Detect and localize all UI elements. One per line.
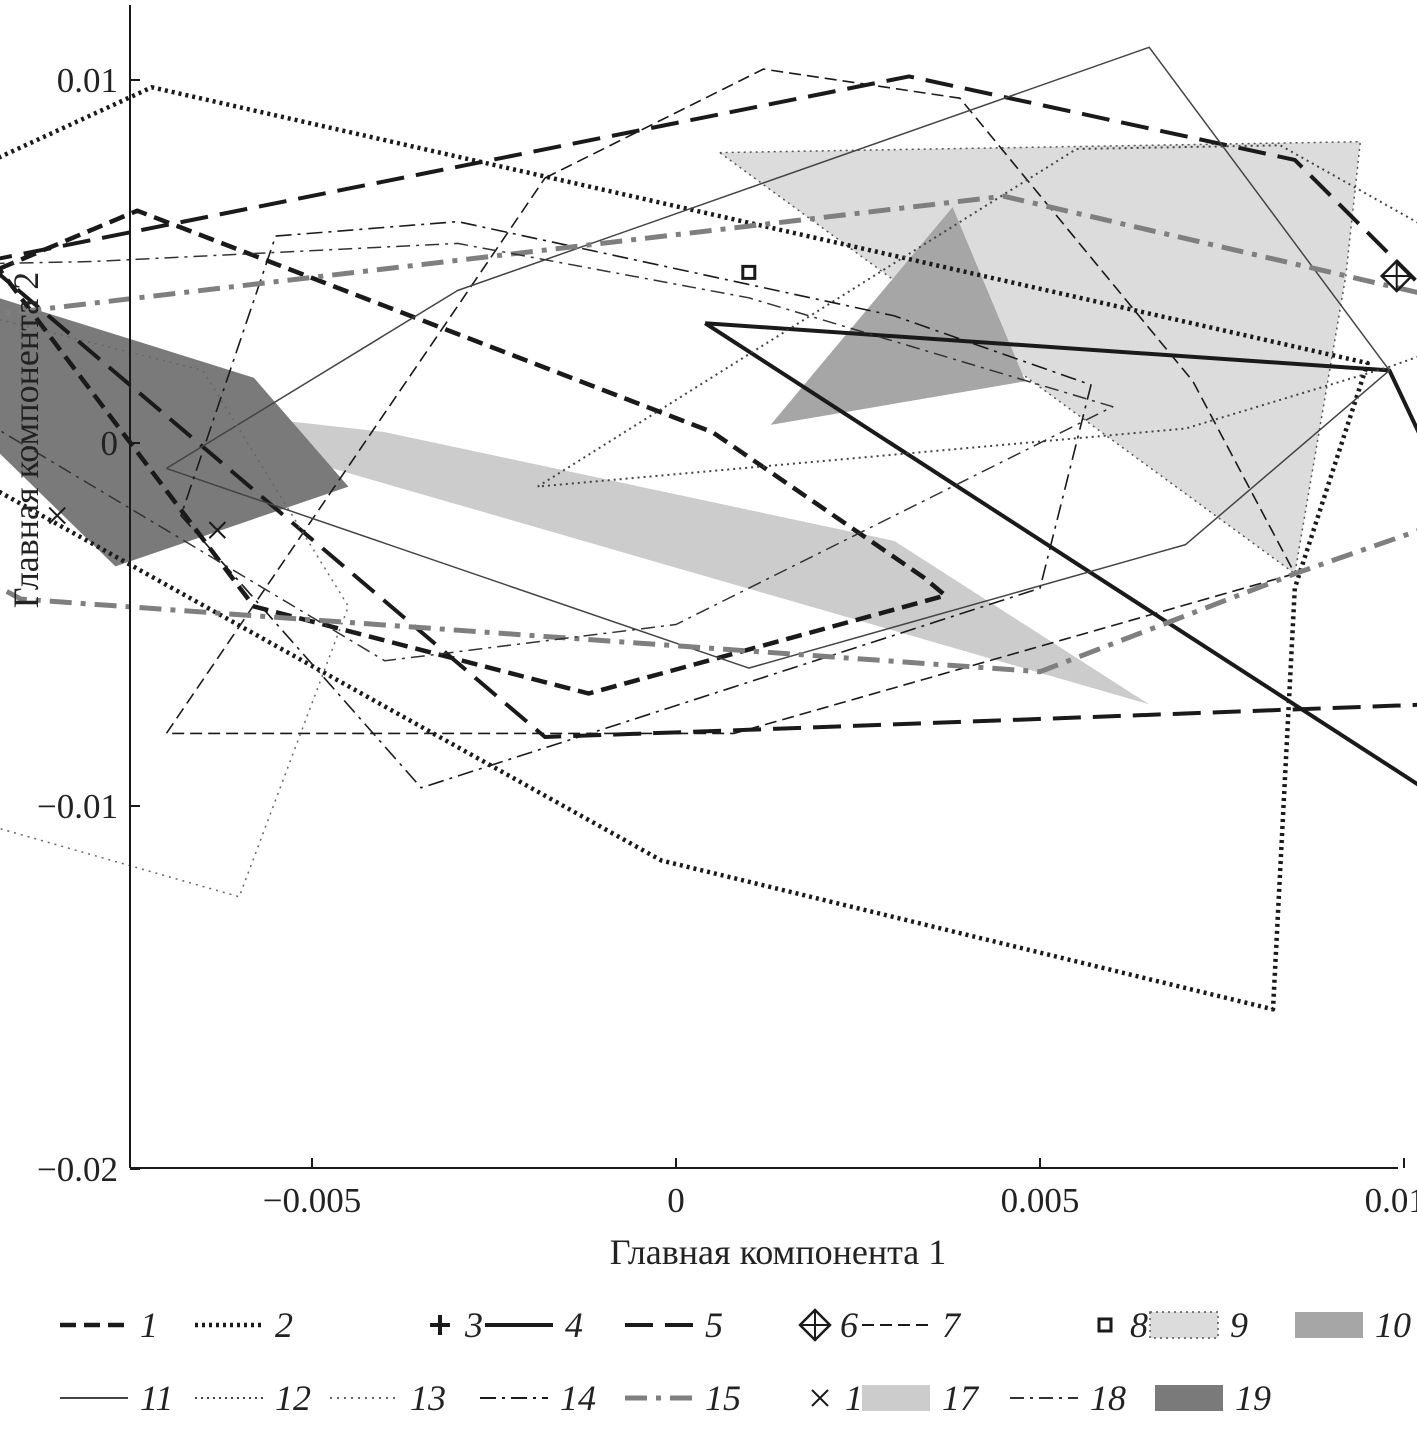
- x-axis-label: Главная компонента 1: [610, 1232, 947, 1272]
- hull-series-18: [0, 242, 1114, 662]
- x-tick-label: −0.005: [263, 1181, 362, 1220]
- legend-label: 14: [560, 1378, 596, 1418]
- legend-label: 6: [840, 1305, 858, 1345]
- y-ticks: 0.01 0 −0.01 −0.02: [37, 61, 140, 1189]
- legend-item-18: 18: [1010, 1378, 1126, 1418]
- legend-item-6: 6: [798, 1305, 858, 1345]
- legend: 12345678910111213141516171819: [60, 1305, 1411, 1418]
- plot-lines: [0, 46, 1417, 1012]
- legend-item-11: 11: [60, 1378, 173, 1418]
- legend-label: 17: [942, 1378, 980, 1418]
- y-tick-label: −0.01: [37, 787, 118, 826]
- legend-item-15: 15: [625, 1378, 741, 1418]
- legend-item-10: 10: [1295, 1305, 1411, 1345]
- legend-label: 11: [140, 1378, 173, 1418]
- legend-item-8: 8: [1097, 1305, 1148, 1345]
- legend-label: 10: [1375, 1305, 1411, 1345]
- legend-item-14: 14: [480, 1378, 596, 1418]
- y-tick-label: 0.01: [57, 61, 118, 100]
- legend-item-9: 9: [1149, 1305, 1248, 1345]
- legend-item-13: 13: [330, 1378, 446, 1418]
- y-axis-label: Главная компонента 2: [6, 272, 46, 609]
- legend-label: 15: [705, 1378, 741, 1418]
- legend-label: 5: [705, 1305, 723, 1345]
- hull-series-7: [165, 68, 1296, 735]
- legend-swatch-19: [1155, 1385, 1223, 1411]
- hull-series-5: [0, 74, 1417, 739]
- hull-series-2: [0, 85, 1370, 1012]
- legend-swatch-9: [1149, 1311, 1219, 1339]
- legend-label: 9: [1230, 1305, 1248, 1345]
- x-tick-label: 0.010: [1365, 1181, 1417, 1220]
- region-series-19: [0, 298, 349, 567]
- region-series-9: [717, 140, 1362, 576]
- legend-label: 4: [565, 1305, 583, 1345]
- legend-item-7: 7: [862, 1305, 962, 1345]
- legend-label: 1: [140, 1305, 158, 1345]
- legend-swatch-16: [811, 1389, 829, 1407]
- axes: [129, 5, 1398, 1169]
- legend-label: 18: [1090, 1378, 1126, 1418]
- plot-points: [48, 259, 1414, 539]
- region-series-10: [770, 207, 1026, 425]
- legend-item-3: 3: [430, 1305, 483, 1345]
- legend-swatch-3: [430, 1315, 450, 1335]
- y-tick-label: −0.02: [37, 1150, 118, 1189]
- legend-item-19: 19: [1155, 1378, 1271, 1418]
- legend-label: 7: [942, 1305, 962, 1345]
- hull-series-11: [166, 46, 1391, 669]
- plot-regions: [0, 140, 1362, 705]
- legend-label: 12: [275, 1378, 311, 1418]
- legend-label: 3: [464, 1305, 483, 1345]
- legend-item-2: 2: [195, 1305, 293, 1345]
- point-series-16: [48, 506, 66, 525]
- legend-swatch-6: [798, 1308, 832, 1342]
- legend-swatch-8: [1097, 1317, 1113, 1333]
- x-tick-label: 0.005: [1001, 1181, 1080, 1220]
- legend-item-5: 5: [625, 1305, 723, 1345]
- legend-item-4: 4: [485, 1305, 583, 1345]
- point-series-6: [1379, 259, 1414, 293]
- legend-item-17: 17: [862, 1378, 980, 1418]
- legend-label: 8: [1130, 1305, 1148, 1345]
- y-tick-label: 0: [101, 424, 119, 463]
- legend-label: 19: [1235, 1378, 1271, 1418]
- legend-label: 2: [275, 1305, 293, 1345]
- region-series-17: [93, 399, 1150, 705]
- x-tick-label: 0: [667, 1181, 685, 1220]
- legend-item-1: 1: [60, 1305, 158, 1345]
- legend-item-12: 12: [195, 1378, 311, 1418]
- hull-series-4: [704, 321, 1417, 787]
- legend-swatch-10: [1295, 1312, 1363, 1338]
- legend-label: 13: [410, 1378, 446, 1418]
- legend-swatch-17: [862, 1385, 930, 1411]
- point-series-16: [208, 521, 227, 539]
- point-series-8: [741, 264, 757, 280]
- hull-series-14: [180, 220, 1092, 789]
